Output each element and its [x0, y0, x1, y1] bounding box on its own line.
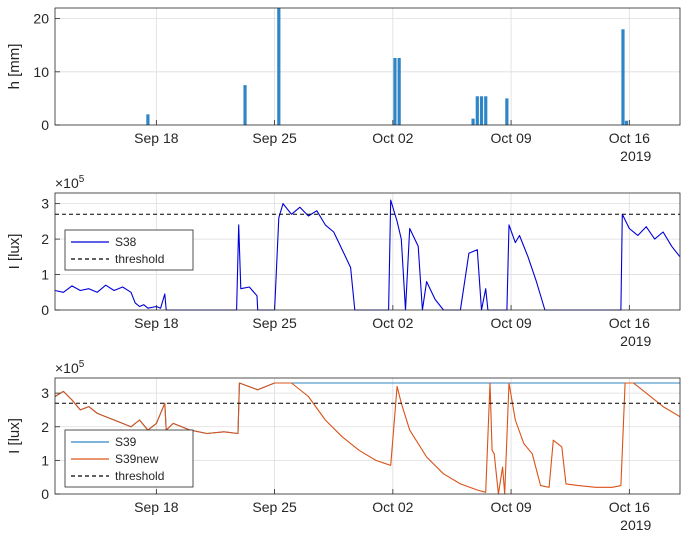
- legend: S39 S39new threshold: [64, 429, 194, 488]
- rain-bar: [624, 120, 629, 125]
- x-tick-label: Sep 25: [252, 315, 297, 331]
- x-tick-label: Oct 02: [372, 499, 413, 515]
- x-tick-label: Oct 09: [490, 499, 531, 515]
- y-axis-label: I [lux]: [6, 418, 23, 454]
- s39-illuminance-panel: Sep 18 Sep 25 Oct 02 Oct 09 Oct 16 2019 0 1 2 3 I …: [6, 359, 681, 533]
- rain-bar: [471, 118, 475, 125]
- x-tick-label: Oct 09: [490, 315, 531, 331]
- x-tick-label: Oct 02: [372, 315, 413, 331]
- x-year-label: 2019: [620, 333, 651, 349]
- axes-box: [54, 192, 681, 311]
- x-tick-label: Sep 25: [252, 499, 297, 515]
- x-tick-label: Sep 18: [134, 499, 179, 515]
- x-tick-label: Oct 16: [609, 499, 650, 515]
- y-tick-label: 2: [41, 231, 49, 247]
- rainfall-panel: Sep 18 Sep 25 Oct 02 Oct 09 Oct 16 2019 0 10 20 h…: [6, 7, 681, 164]
- x-tick-label: Sep 18: [134, 315, 179, 331]
- y-tick-label: 20: [33, 11, 49, 27]
- rain-bar: [393, 57, 397, 126]
- rain-bar: [243, 85, 247, 125]
- legend-label: S39new: [115, 452, 159, 466]
- rain-bar: [484, 96, 488, 125]
- legend-label: threshold: [115, 469, 164, 483]
- y-tick-label: 2: [41, 419, 49, 435]
- y-axis-label: h [mm]: [6, 44, 23, 90]
- y-tick-label: 10: [33, 64, 49, 80]
- rain-bar: [277, 8, 281, 125]
- legend-label: S38: [115, 235, 137, 249]
- legend-label: threshold: [115, 252, 164, 266]
- x-tick-label: Sep 18: [134, 130, 179, 146]
- axes-box: [54, 377, 681, 495]
- rain-bar: [475, 96, 479, 125]
- legend-label: S39: [115, 435, 137, 449]
- y-tick-label: 3: [41, 196, 49, 212]
- x-year-label: 2019: [620, 517, 651, 533]
- x-tick-label: Oct 16: [609, 130, 650, 146]
- x-tick-label: Oct 02: [372, 130, 413, 146]
- legend-box: [64, 229, 194, 271]
- y-tick-label: 0: [41, 486, 49, 502]
- y-multiplier: ×105: [55, 359, 85, 376]
- series-line-s39: [54, 382, 680, 435]
- y-multiplier: ×105: [55, 174, 85, 191]
- x-tick-label: Sep 25: [252, 130, 297, 146]
- y-tick-label: 1: [41, 267, 49, 283]
- x-tick-label: Oct 09: [490, 130, 531, 146]
- axes-box: [54, 7, 681, 126]
- series-line-s39new: [54, 382, 681, 495]
- s38-illuminance-panel: Sep 18 Sep 25 Oct 02 Oct 09 Oct 16 2019 0 1 2 3 I …: [6, 174, 681, 349]
- rain-bar: [505, 98, 509, 125]
- x-tick-label: Oct 16: [609, 315, 650, 331]
- y-tick-label: 0: [41, 302, 49, 318]
- x-year-label: 2019: [620, 148, 651, 164]
- rain-bar: [479, 96, 484, 125]
- rain-bar: [621, 29, 625, 125]
- rain-bar: [146, 114, 150, 125]
- y-tick-label: 0: [41, 117, 49, 133]
- legend: S38 threshold: [64, 229, 194, 271]
- y-axis-label: I [lux]: [6, 234, 23, 270]
- rain-bar: [397, 57, 401, 126]
- series-line-s38: [54, 199, 681, 311]
- y-tick-label: 1: [41, 452, 49, 468]
- y-tick-label: 3: [41, 385, 49, 401]
